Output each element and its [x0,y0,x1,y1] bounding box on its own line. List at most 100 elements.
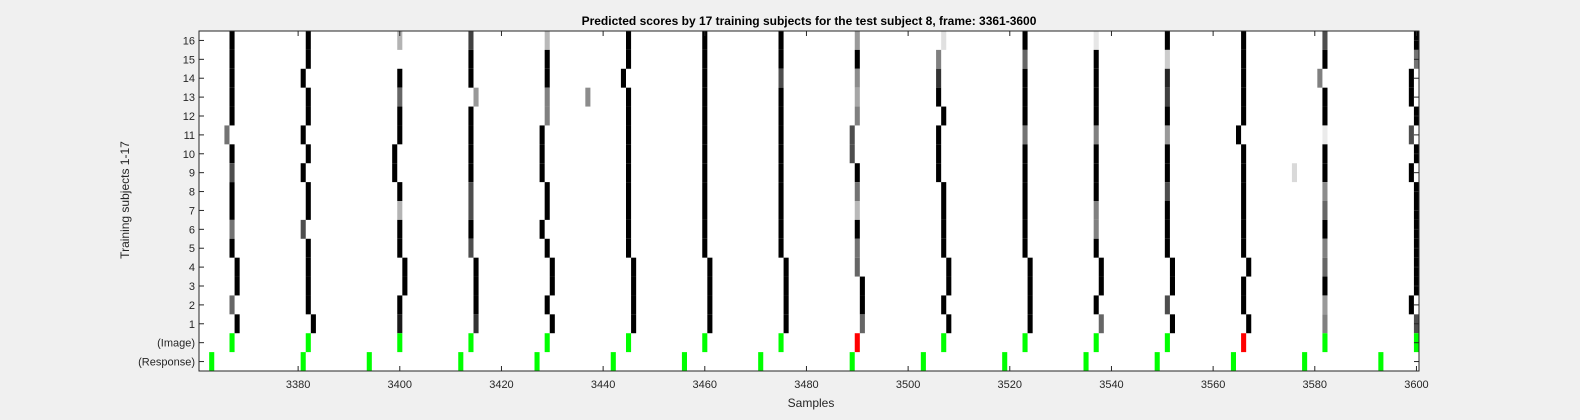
heatmap-cell [1098,276,1104,296]
heatmap-cell [544,31,550,50]
heatmap-cell [1093,106,1099,126]
heatmap-cell [778,87,784,107]
heatmap-cell [1241,87,1247,107]
image-event-mark [941,333,947,353]
heatmap-cell [1027,276,1033,296]
heatmap-cell [1027,295,1033,315]
heatmap-cell [1164,125,1170,145]
heatmap-cell [468,201,474,220]
heatmap-cell [1164,49,1170,69]
heatmap-cell [1093,125,1099,145]
heatmap-cell [778,125,784,145]
heatmap-cell [1322,295,1328,315]
image-event-mark [1164,333,1170,353]
heatmap-cell [854,106,860,126]
heatmap-cell [946,314,952,334]
heatmap-cell [397,314,403,334]
heatmap-cell [1022,219,1028,239]
heatmap-cell [1322,163,1328,183]
heatmap-cell [305,295,311,315]
heatmap-cell [468,219,474,239]
heatmap-cell [707,295,713,315]
image-event-mark [305,333,311,353]
y-tick-label: 2 [189,300,195,312]
y-tick-label: 5 [189,243,195,255]
heatmap-cell [1093,238,1099,258]
response-event-mark [1154,352,1160,371]
heatmap-cell [1322,201,1328,220]
heatmap-cell [473,276,479,296]
heatmap-cell [1291,163,1297,183]
heatmap-cell [229,68,235,88]
heatmap-cell [626,219,632,239]
x-axis-ticks: 3380 3400 3420 3440 3460 3480 3500 3520 3540 3560… [286,31,1429,391]
response-event-mark [366,352,372,371]
heatmap-cell [620,68,626,88]
heatmap-cell [229,87,235,107]
heatmap-cell [549,314,555,334]
heatmap-cell [468,106,474,126]
heatmap-cell [936,49,942,69]
heatmap-cell [1164,295,1170,315]
heatmap-cell [229,31,235,50]
heatmap-cell [946,257,952,277]
heatmap-cell [1164,219,1170,239]
response-event-mark [920,352,926,371]
heatmap-cell [778,163,784,183]
y-tick-label: 4 [189,262,195,274]
heatmap-cell [854,49,860,69]
heatmap-cell [702,182,708,201]
heatmap-cell [1022,68,1028,88]
heatmap-cell [305,144,311,164]
heatmap-cell [1322,257,1328,277]
heatmap-cell [468,238,474,258]
heatmap-cell [1317,68,1323,88]
heatmap-cell [1098,257,1104,277]
heatmap-cell [1022,87,1028,107]
heatmap-cell [702,201,708,220]
heatmap-cell [224,125,230,145]
heatmap-cell [1322,125,1328,145]
heatmap-cell [1164,182,1170,201]
heatmap-cell [859,276,865,296]
heatmap-cell [305,106,311,126]
heatmap-cell [310,314,316,334]
heatmap-cell [1022,144,1028,164]
heatmap-cell [1241,182,1247,201]
heatmap-cell [941,295,947,315]
x-tick-label: 3420 [489,379,513,391]
y-tick-label: (Image) [157,338,195,350]
heatmap-cell [468,68,474,88]
heatmap-cell [544,201,550,220]
heatmap-cell [778,31,784,50]
heatmap-cell [936,87,942,107]
heatmap-cell [549,276,555,296]
heatmap-cell [392,163,398,183]
x-axis-label: Samples [788,396,835,410]
heatmap-cell [936,125,942,145]
heatmap-cell [707,257,713,277]
heatmap-cell [702,31,708,50]
heatmap-cell [1241,144,1247,164]
heatmap-cell [1322,144,1328,164]
x-tick-label: 3440 [591,379,615,391]
heatmap-cell [626,106,632,126]
heatmap-cell [702,219,708,239]
heatmap-cell [1022,163,1028,183]
heatmap-cell [702,163,708,183]
heatmap-cell [300,219,306,239]
heatmap-cell [1164,31,1170,50]
heatmap-cell [626,31,632,50]
heatmap-cell [1241,295,1247,315]
heatmap-cell [1098,314,1104,334]
heatmap-cell [549,257,555,277]
heatmap-cell [1322,182,1328,201]
heatmap-cell [397,31,403,50]
heatmap-cell [544,87,550,107]
heatmap-cell [397,219,403,239]
image-event-mark [468,333,474,353]
heatmap-cell [234,276,240,296]
y-tick-label: 15 [183,54,195,66]
